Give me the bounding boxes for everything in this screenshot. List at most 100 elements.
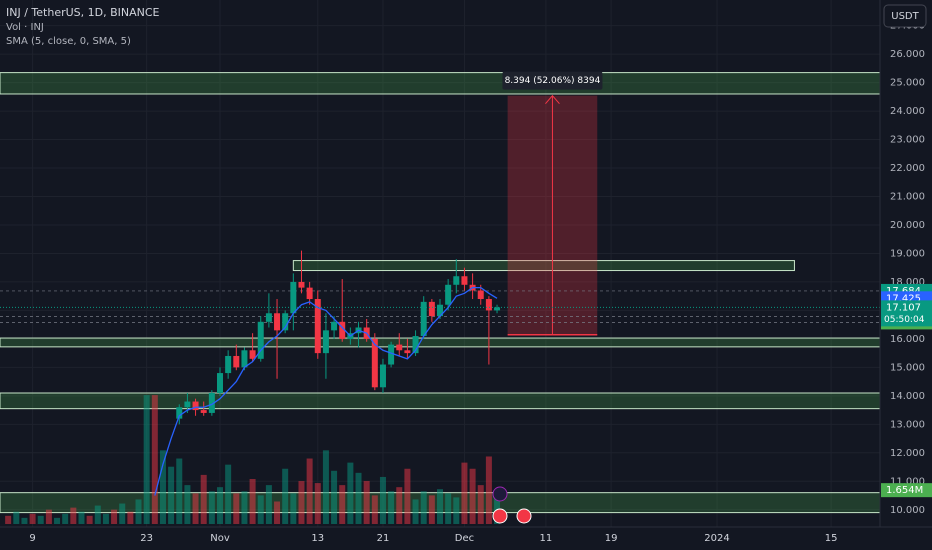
candle-body — [331, 321, 338, 331]
candle-body — [257, 321, 264, 359]
y-tick-label: 19.000 — [890, 248, 925, 259]
volume-bar — [485, 456, 492, 524]
candle-body — [453, 276, 460, 285]
volume-bar — [127, 511, 134, 524]
candle-body — [412, 336, 419, 354]
y-tick-label: 25.000 — [890, 78, 925, 89]
y-tick-label: 10.000 — [890, 505, 925, 516]
currency-button-label[interactable]: USDT — [891, 11, 919, 22]
candle-body — [217, 373, 223, 393]
x-tick-label: Nov — [210, 533, 230, 544]
candle-body — [420, 301, 427, 337]
last-price-box — [881, 300, 932, 327]
candle-body — [184, 401, 191, 408]
volume-bar — [184, 485, 191, 524]
volume-bar — [111, 509, 118, 524]
y-tick-label: 24.000 — [890, 106, 925, 117]
volume-bar — [282, 468, 289, 524]
volume-bar — [143, 395, 150, 524]
candle-body — [371, 338, 378, 388]
volume-bar — [388, 491, 395, 524]
plot: 8.394 (52.06%) 8394 — [0, 71, 881, 524]
candle-body — [241, 350, 248, 368]
sma-line — [154, 286, 498, 496]
volume-bar — [453, 497, 460, 524]
volume-bar — [420, 491, 427, 524]
event-icon[interactable] — [516, 508, 532, 524]
volume-bar — [241, 491, 248, 524]
volume-bar — [176, 458, 183, 524]
volume-bar — [78, 511, 85, 524]
y-tick-label: 11.000 — [890, 476, 925, 487]
chart-title: INJ / TetherUS, 1D, BINANCE — [6, 6, 160, 19]
last-price-label: 17.107 — [886, 302, 921, 313]
volume-legend: Vol · INJ — [6, 22, 44, 33]
candle-body — [445, 284, 452, 305]
volume-bar — [379, 476, 386, 524]
candle-body — [192, 401, 199, 411]
candle-body — [208, 393, 215, 413]
candle-body — [298, 281, 305, 288]
volume-bar — [298, 481, 305, 524]
volume-bar — [86, 515, 93, 524]
volume-label-box — [881, 483, 932, 498]
volume-bar — [208, 491, 215, 524]
x-tick-label: 2024 — [704, 533, 729, 544]
x-tick-label: Dec — [455, 533, 474, 544]
y-tick-label: 20.000 — [890, 220, 925, 231]
countdown-label: 05:50:04 — [884, 315, 925, 325]
candle-body — [494, 307, 501, 311]
volume-bar — [355, 472, 362, 524]
candle-body — [314, 299, 321, 354]
y-tick-label: 23.000 — [890, 135, 925, 146]
volume-bar — [445, 493, 452, 524]
y-tick-label: 21.000 — [890, 192, 925, 203]
y-tick-label: 13.000 — [890, 419, 925, 430]
volume-bar — [200, 474, 207, 524]
x-tick-label: 11 — [540, 533, 553, 544]
volume-bar — [331, 470, 338, 524]
volume-bar — [477, 485, 484, 524]
volume-bar — [37, 515, 44, 524]
candle-body — [428, 301, 435, 317]
volume-bar — [192, 493, 199, 524]
currency-button[interactable] — [883, 4, 927, 28]
candle-body — [437, 304, 443, 317]
candle-body — [225, 355, 232, 374]
event-icon[interactable] — [492, 508, 508, 524]
event-icon[interactable] — [492, 486, 508, 502]
candle-body — [485, 299, 492, 311]
volume-label: 1.654M — [886, 485, 923, 496]
zone — [0, 392, 881, 410]
sma-legend: SMA (5, close, 0, SMA, 5) — [6, 36, 131, 47]
candle-body — [265, 313, 272, 322]
candle-body — [282, 313, 289, 331]
axes: 10.000 11.000 12.000 13.000 14.000 15.000 16.0… — [29, 21, 932, 544]
volume-bar — [306, 458, 313, 524]
position-label-box — [502, 71, 603, 90]
x-tick-label: 23 — [140, 533, 153, 544]
volume-bar — [347, 462, 354, 524]
candle-body — [388, 344, 395, 365]
x-tick-label: 13 — [311, 533, 324, 544]
position-arrowhead — [545, 94, 560, 105]
volume-bar — [371, 495, 378, 524]
volume-bar — [151, 395, 158, 524]
volume-bar — [62, 513, 69, 524]
candle-body — [404, 350, 411, 354]
zone — [0, 72, 881, 95]
volume-bar — [290, 493, 297, 524]
volume-bar — [135, 499, 142, 524]
candle-body — [200, 410, 207, 413]
volume-bar — [257, 495, 264, 524]
position-label: 8.394 (52.06%) 8394 — [505, 76, 601, 86]
zone — [292, 260, 795, 272]
volume-bar — [233, 493, 240, 524]
zone — [0, 337, 881, 348]
volume-bar — [437, 489, 443, 524]
volume-bar — [225, 464, 232, 524]
volume-bar — [13, 511, 20, 524]
y-tick-label: 15.000 — [890, 362, 925, 373]
